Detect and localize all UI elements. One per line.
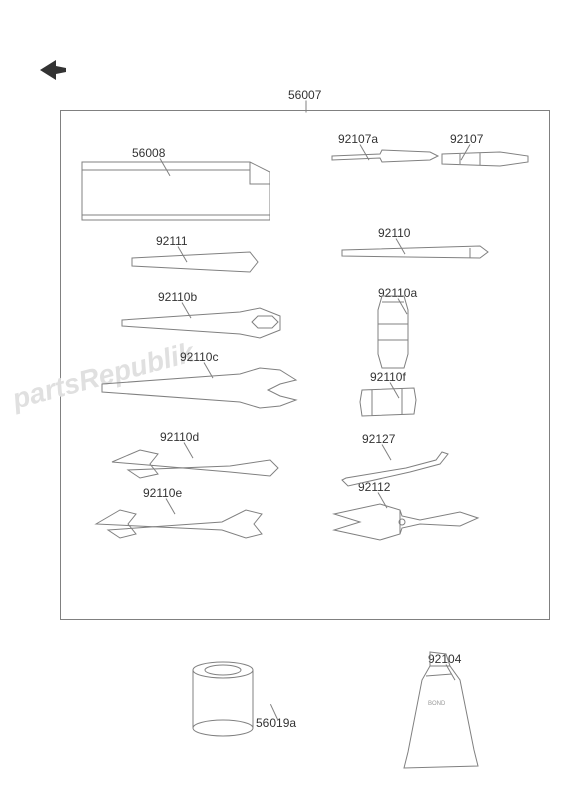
part-label-92110f: 92110f [370, 370, 406, 384]
box-end-wrench [120, 306, 290, 342]
part-label-92127: 92127 [362, 432, 395, 446]
back-arrow-icon [38, 58, 66, 87]
open-wrench-2 [110, 446, 280, 486]
part-label-92107a: 92107a [338, 132, 378, 146]
part-label-92110c: 92110c [180, 350, 218, 364]
open-end-wrench [100, 366, 300, 410]
spark-plug-socket [370, 294, 416, 370]
screwdriver-handle [440, 150, 530, 170]
chisel-tool [130, 250, 260, 278]
part-label-92110: 92110 [378, 226, 410, 240]
tommy-bar [340, 244, 490, 262]
part-label-92107: 92107 [450, 132, 483, 146]
screwdriver [330, 148, 440, 168]
double-wrench [92, 502, 272, 548]
svg-text:BOND: BOND [428, 701, 446, 707]
oil-filter [190, 660, 256, 740]
part-label-92110d: 92110d [160, 430, 199, 444]
small-socket [358, 386, 418, 418]
part-label-92110b: 92110b [158, 290, 197, 304]
leader-line [306, 101, 307, 113]
pliers [330, 494, 480, 564]
part-label-92111: 92111 [156, 234, 188, 248]
tool-pouch [80, 160, 270, 222]
sealant-tube: BOND [400, 650, 480, 770]
hex-key [340, 450, 450, 490]
part-label-92110e: 92110e [143, 486, 182, 500]
